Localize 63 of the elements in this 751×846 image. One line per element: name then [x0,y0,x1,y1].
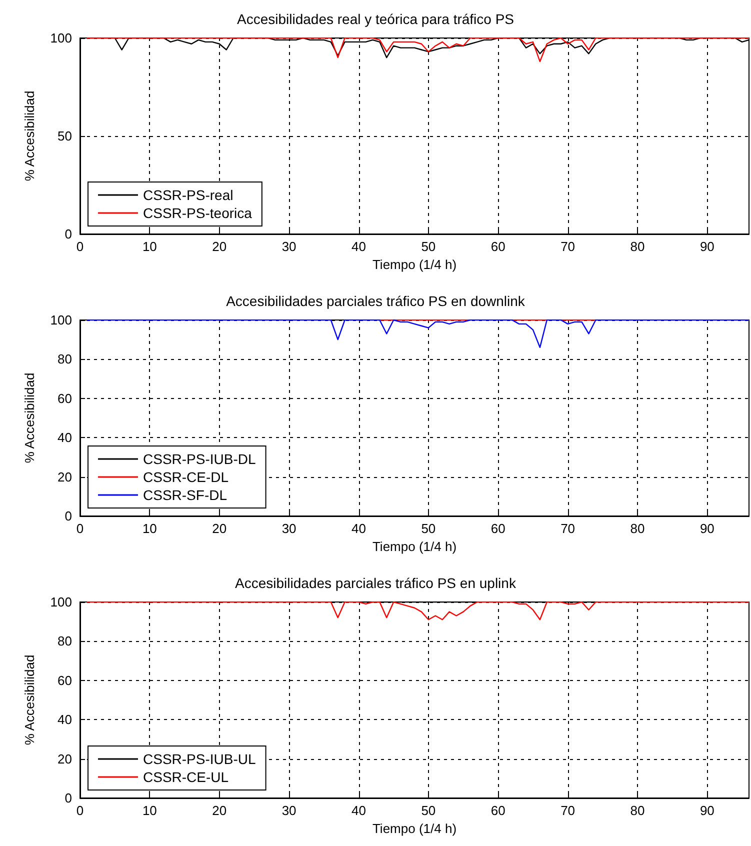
x-tick-label: 30 [282,521,296,536]
x-tick-label: 0 [76,803,84,818]
x-tick-label: 20 [212,239,227,254]
legend-label: CSSR-PS-teorica [143,205,252,221]
x-tick-label: 0 [76,239,84,254]
legend-label: CSSR-CE-DL [143,469,229,485]
x-tick-label: 70 [560,521,576,536]
x-axis-title: Tiempo (1/4 h) [372,539,457,554]
y-tick-label: 60 [58,390,72,406]
y-axis-title: % Accesibilidad [22,654,37,746]
x-tick-label: 80 [630,239,645,254]
x-tick-label: 30 [282,239,296,254]
y-axis-title: % Accesibilidad [22,90,37,182]
chart-title: Accesibilidades parciales tráfico PS en downlink [226,293,526,309]
y-tick-label: 100 [50,30,72,46]
y-tick-label: 40 [58,712,72,728]
x-tick-label: 90 [700,521,714,536]
legend-label: CSSR-PS-IUB-DL [143,451,256,467]
x-tick-label: 30 [282,803,296,818]
x-tick-label: 40 [352,521,366,536]
legend-label: CSSR-SF-DL [143,487,228,503]
x-tick-label: 90 [700,239,714,254]
y-tick-label: 0 [64,508,72,524]
x-tick-label: 70 [560,239,576,254]
y-tick-label: 50 [58,128,72,144]
y-tick-label: 80 [58,634,72,649]
x-tick-label: 80 [630,803,645,818]
y-tick-label: 0 [64,226,72,242]
chart-title: Accesibilidades parciales tráfico PS en uplink [235,575,517,591]
x-tick-label: 50 [421,803,436,818]
y-tick-label: 100 [50,594,72,610]
x-axis-title: Tiempo (1/4 h) [372,257,457,272]
y-tick-label: 20 [58,751,72,766]
x-tick-label: 10 [142,521,157,536]
x-tick-label: 20 [212,521,227,536]
x-tick-label: 40 [352,239,366,254]
x-tick-label: 40 [352,803,366,818]
line-series [86,601,750,620]
y-tick-label: 0 [64,790,72,806]
x-tick-label: 60 [490,239,506,254]
x-tick-label: 70 [560,803,576,818]
x-tick-label: 60 [490,803,506,818]
x-tick-label: 60 [490,521,506,536]
y-tick-label: 60 [58,672,72,688]
x-tick-label: 50 [421,521,436,536]
x-tick-label: 80 [630,521,645,536]
y-tick-label: 80 [58,352,72,367]
x-tick-label: 10 [142,803,157,818]
y-tick-label: 100 [50,312,72,328]
x-tick-label: 0 [76,521,84,536]
legend-label: CSSR-PS-real [143,187,234,203]
y-tick-label: 20 [58,469,72,484]
legend-label: CSSR-CE-UL [143,769,229,785]
x-tick-label: 50 [421,239,436,254]
legend-label: CSSR-PS-IUB-UL [143,751,256,767]
x-tick-label: 20 [212,803,227,818]
x-tick-label: 90 [700,803,714,818]
x-axis-title: Tiempo (1/4 h) [372,821,457,836]
y-tick-label: 40 [58,430,72,446]
x-tick-label: 10 [142,239,157,254]
line-series [86,319,750,348]
chart-title: Accesibilidades real y teórica para tráfico PS [236,11,514,27]
y-axis-title: % Accesibilidad [22,372,37,464]
